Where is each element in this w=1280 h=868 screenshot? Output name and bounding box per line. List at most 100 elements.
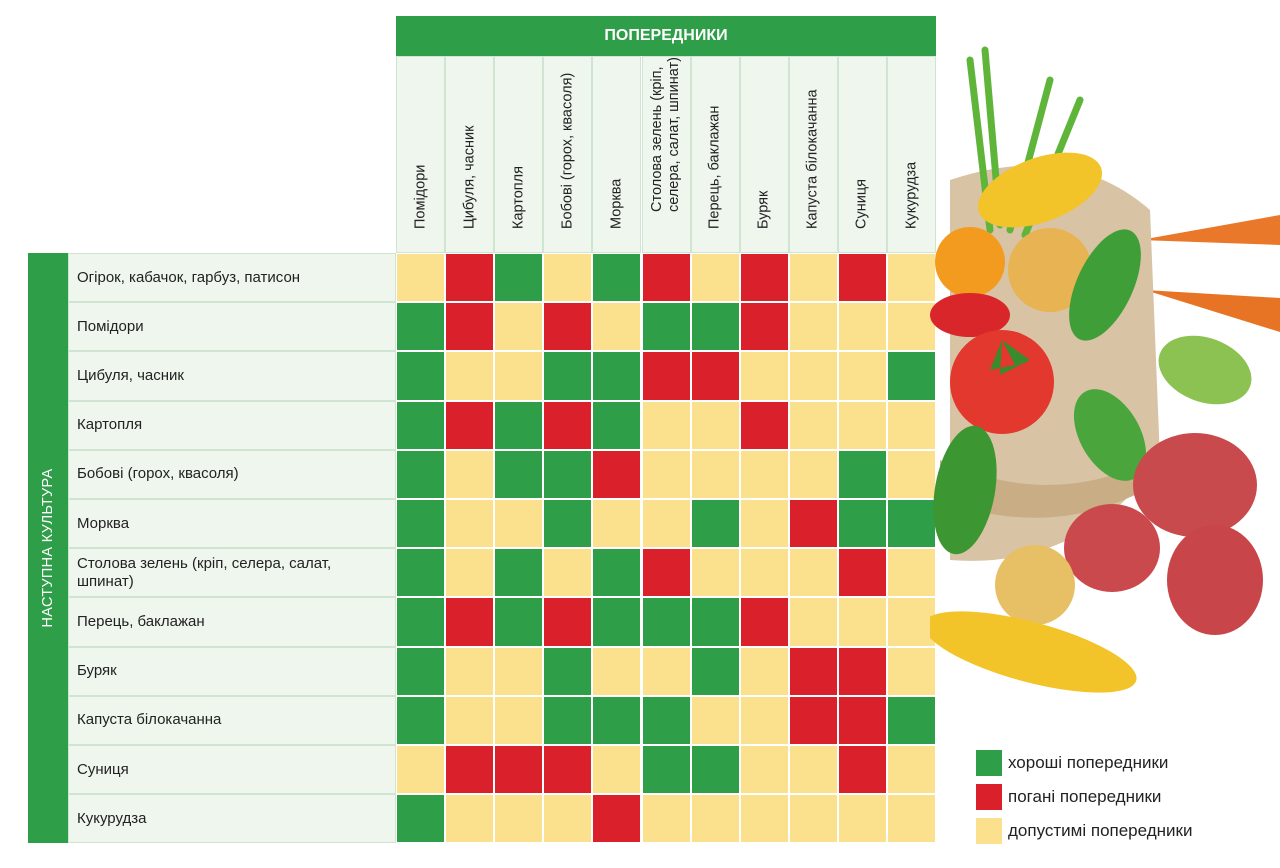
column-header-label: Кукурудза: [903, 161, 920, 229]
heatmap-cell: [887, 695, 937, 745]
row-label: Помідори: [68, 302, 396, 352]
heatmap-cell: [837, 351, 887, 401]
column-header-label: Морква: [608, 178, 625, 229]
heatmap-cell: [396, 695, 446, 745]
heatmap-cell: [494, 794, 544, 844]
row-label: Буряк: [68, 646, 396, 696]
heatmap-cell: [396, 646, 446, 696]
heatmap-cell: [837, 499, 887, 549]
heatmap-cell: [690, 400, 740, 450]
column-header-label: Бобові (горох, квасоля): [559, 72, 576, 229]
carrot-2: [1145, 290, 1280, 332]
row-label: Картопля: [68, 400, 396, 450]
predecessors-header: ПОПЕРЕДНИКИ: [396, 16, 936, 56]
heatmap-cell: [445, 302, 495, 352]
heatmap-cell: [837, 597, 887, 647]
legend-swatch: [976, 750, 1002, 776]
heatmap-cell: [494, 646, 544, 696]
rotation-heatmap: ПОПЕРЕДНИКИ НАСТУПНА КУЛЬТУРА Помідори Ци…: [28, 16, 937, 844]
row-label: Бобові (горох, квасоля): [68, 449, 396, 499]
heatmap-cell: [690, 302, 740, 352]
heatmap-cell: [494, 548, 544, 598]
heatmap-cell: [396, 794, 446, 844]
heatmap-cell: [837, 695, 887, 745]
heatmap-cell: [739, 745, 789, 795]
corn-1: [977, 152, 1103, 228]
legend-item: погані попередники: [976, 784, 1276, 810]
heatmap-cell: [887, 499, 937, 549]
legend-swatch: [976, 784, 1002, 810]
heatmap-cell: [690, 646, 740, 696]
heatmap-cell: [837, 253, 887, 303]
heatmap-cell: [445, 646, 495, 696]
heatmap-cell: [494, 695, 544, 745]
heatmap-cell: [592, 794, 642, 844]
heatmap-cell: [788, 794, 838, 844]
heatmap-cell: [788, 449, 838, 499]
heatmap-cell: [543, 597, 593, 647]
row-label: Кукурудза: [68, 794, 396, 844]
heatmap-cell: [445, 695, 495, 745]
heatmap-cell: [690, 253, 740, 303]
legend-label: погані попередники: [1008, 787, 1162, 806]
corn-2: [930, 611, 1137, 693]
heatmap-cell: [887, 400, 937, 450]
heatmap-cell: [592, 253, 642, 303]
heatmap-cell: [396, 302, 446, 352]
heatmap-cell: [887, 548, 937, 598]
row-label: Цибуля, часник: [68, 351, 396, 401]
column-header-label: Перець, баклажан: [706, 105, 723, 229]
heatmap-cell: [494, 499, 544, 549]
heatmap-cell: [396, 449, 446, 499]
heatmap-cell: [641, 499, 691, 549]
heatmap-cell: [739, 548, 789, 598]
heatmap-cell: [641, 695, 691, 745]
column-header-label: Капуста білокачанна: [804, 89, 821, 229]
heatmap-cell: [641, 548, 691, 598]
heatmap-cell: [690, 351, 740, 401]
predecessors-header-label: ПОПЕРЕДНИКИ: [604, 27, 728, 44]
heatmap-cell: [592, 449, 642, 499]
legend-swatch: [976, 818, 1002, 844]
zucchini: [1158, 335, 1252, 405]
heatmap-cell: [641, 449, 691, 499]
heatmap-cell: [592, 351, 642, 401]
heatmap-cell: [788, 253, 838, 303]
heatmap-cell: [739, 695, 789, 745]
column-header: Цибуля, часник: [445, 56, 495, 253]
heatmap-cell: [788, 400, 838, 450]
heatmap-cell: [690, 695, 740, 745]
heatmap-cell: [788, 745, 838, 795]
heatmap-cell: [543, 695, 593, 745]
heatmap-cell: [788, 499, 838, 549]
heatmap-cell: [543, 794, 593, 844]
heatmap-cell: [592, 646, 642, 696]
row-label: Столова зелень (кріп, селера, салат, шпи…: [68, 548, 396, 598]
heatmap-cell: [396, 253, 446, 303]
column-header: Кукурудза: [887, 56, 937, 253]
heatmap-cell: [788, 302, 838, 352]
heatmap-cell: [641, 302, 691, 352]
heatmap-cell: [543, 351, 593, 401]
heatmap-cell: [788, 695, 838, 745]
heatmap-cell: [739, 597, 789, 647]
heatmap-cell: [887, 253, 937, 303]
column-header: Помідори: [396, 56, 446, 253]
heatmap-cell: [739, 794, 789, 844]
heatmap-cell: [837, 745, 887, 795]
heatmap-cell: [396, 351, 446, 401]
legend-label: хороші попередники: [1008, 753, 1169, 772]
heatmap-cell: [592, 302, 642, 352]
vegetables-illustration: [930, 46, 1280, 693]
heatmap-cell: [641, 597, 691, 647]
column-header: Капуста білокачанна: [788, 56, 838, 253]
column-header-label: Цибуля, часник: [461, 125, 478, 229]
column-header-label: Столова зелень (кріп, селера, салат, шпи…: [649, 57, 683, 212]
heatmap-cell: [739, 400, 789, 450]
heatmap-cell: [445, 449, 495, 499]
heatmap-cell: [543, 745, 593, 795]
heatmap-cell: [837, 548, 887, 598]
heatmap-cell: [543, 253, 593, 303]
heatmap-cell: [837, 400, 887, 450]
heatmap-cell: [543, 548, 593, 598]
